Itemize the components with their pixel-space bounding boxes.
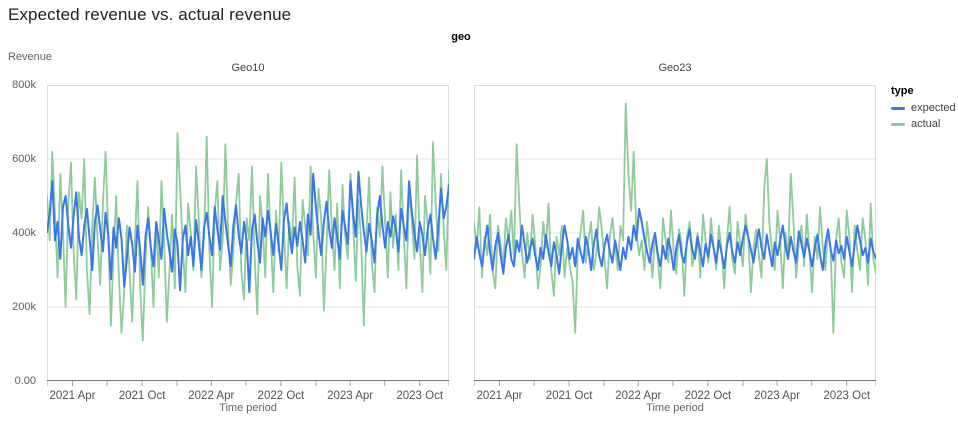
svg-text:2022 Apr: 2022 Apr: [188, 390, 234, 402]
legend-item-label: expected: [911, 102, 956, 114]
svg-text:2022 Oct: 2022 Oct: [685, 390, 732, 402]
line-chart-geo23: 2021 Apr 2021 Oct 2022 Apr 2022 Oct 2023 Apr…: [474, 85, 876, 402]
line-chart-geo10: 2021 Apr 2021 Oct 2022 Apr 2022 Oct 2023 Apr…: [47, 85, 449, 402]
y-tick-200k: 200k: [12, 301, 36, 313]
legend-title: type: [891, 85, 914, 97]
svg-text:2021 Apr: 2021 Apr: [476, 390, 522, 402]
y-tick-0: 0.00: [14, 375, 36, 387]
x-axis-title-geo10: Time period: [219, 402, 277, 414]
svg-text:2023 Apr: 2023 Apr: [754, 390, 800, 402]
expected-series-swatch-icon: [891, 106, 905, 110]
chart-legend: type expected actual: [891, 85, 957, 130]
y-axis-title: Revenue: [8, 51, 53, 63]
y-axis-tick-labels: 800k 600k 400k 200k 0.00: [0, 0, 38, 424]
facet-title-geo23: Geo23: [658, 62, 692, 74]
svg-text:2021 Oct: 2021 Oct: [546, 390, 593, 402]
page-title: Expected revenue vs. actual revenue: [8, 5, 292, 24]
svg-text:2022 Oct: 2022 Oct: [258, 390, 305, 402]
facet-title-geo10: Geo10: [231, 62, 265, 74]
svg-text:2021 Oct: 2021 Oct: [119, 390, 166, 402]
x-axis-title-geo23: Time period: [646, 402, 704, 414]
svg-text:2023 Oct: 2023 Oct: [396, 390, 443, 402]
svg-text:2021 Apr: 2021 Apr: [49, 390, 95, 402]
facet-dimension-label: geo: [451, 31, 471, 43]
svg-text:2023 Apr: 2023 Apr: [327, 390, 373, 402]
svg-text:2022 Apr: 2022 Apr: [615, 390, 661, 402]
legend-item-label: actual: [911, 118, 941, 130]
svg-text:2023 Oct: 2023 Oct: [823, 390, 870, 402]
y-tick-600k: 600k: [12, 153, 36, 165]
actual-series-swatch-icon: [891, 122, 905, 126]
legend-item-expected: expected: [891, 102, 957, 114]
y-tick-800k: 800k: [12, 79, 36, 91]
y-tick-400k: 400k: [12, 227, 36, 239]
legend-item-actual: actual: [891, 118, 957, 130]
